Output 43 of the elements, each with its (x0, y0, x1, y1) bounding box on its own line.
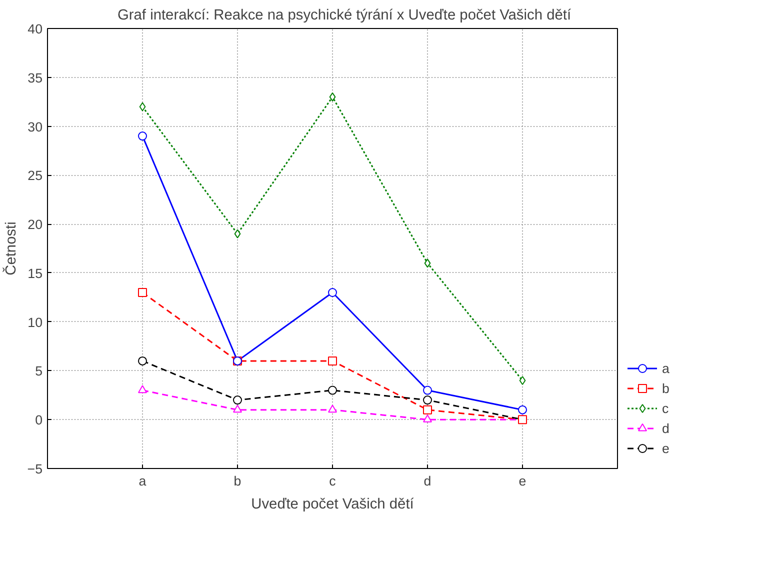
legend-label: b (662, 380, 670, 396)
point (423, 396, 432, 405)
point (233, 396, 242, 405)
x-tick-label: c (329, 474, 336, 488)
y-tick-label: 20 (28, 217, 43, 232)
point (139, 102, 146, 112)
y-axis-title: Četnosti (2, 222, 20, 276)
point (233, 404, 242, 413)
point (329, 92, 336, 102)
x-tick-label: a (138, 474, 147, 488)
point (328, 288, 337, 297)
y-tick-label: 40 (28, 22, 43, 36)
point (138, 288, 147, 297)
y-tick-label: −5 (27, 462, 43, 476)
legend-label: a (662, 360, 670, 376)
legend-label: d (662, 420, 670, 436)
x-tick-label: d (424, 474, 432, 488)
y-tick-label: 25 (28, 168, 43, 184)
y-tick-label: 10 (28, 314, 43, 330)
y-tick-label: 35 (28, 70, 43, 86)
x-tick-label: b (234, 474, 242, 488)
point (519, 376, 526, 385)
legend-label: c (662, 400, 670, 416)
point (328, 356, 337, 366)
point (138, 356, 147, 366)
point (328, 386, 337, 395)
chart-title: Graf interakcí: Reakce na psychické týrání x Uveďte počet Vašich dětí (118, 8, 572, 24)
point (423, 414, 432, 422)
point (423, 405, 432, 414)
y-tick-label: 30 (28, 119, 43, 134)
point (328, 404, 337, 413)
x-tick-label: e (518, 474, 526, 488)
legend-label: e (662, 440, 670, 456)
y-tick-label: 0 (35, 412, 43, 428)
y-tick-label: 5 (35, 364, 43, 379)
point (518, 405, 527, 414)
y-tick-label: 15 (28, 266, 43, 281)
point (424, 258, 431, 268)
point (138, 132, 147, 141)
point (234, 229, 241, 238)
point (423, 386, 432, 395)
x-axis-title: Uveďte počet Vašich dětí (251, 496, 414, 512)
point (138, 385, 147, 394)
